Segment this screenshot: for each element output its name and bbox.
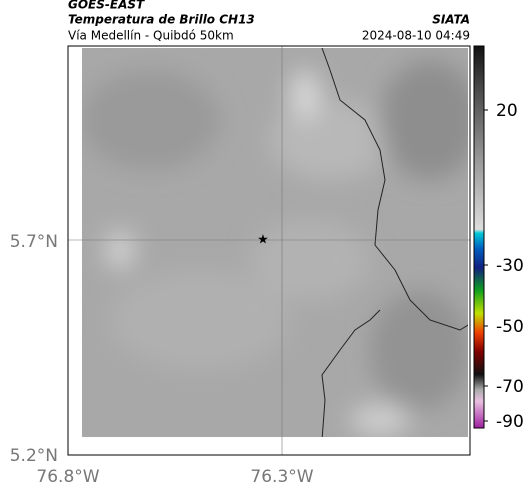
colorbar-tick-label: -70: [496, 377, 524, 397]
colorbar-tick-label: -90: [496, 412, 524, 432]
lon-label: 76.3°W: [250, 467, 313, 487]
source: SIATA: [432, 13, 470, 27]
colorbar-tick-label: -30: [496, 256, 524, 276]
colorbar: [473, 45, 485, 429]
subtitle: Temperatura de Brillo CH13: [68, 13, 255, 27]
location: Vía Medellín - Quibdó 50km: [68, 29, 234, 43]
title: GOES-EAST: [68, 0, 145, 12]
lat-label: 5.7°N: [10, 232, 58, 252]
datetime: 2024-08-10 04:49: [362, 29, 470, 43]
lat-label: 5.2°N: [10, 446, 58, 466]
colorbar-tick-label: 20: [496, 101, 518, 121]
satellite-image: [82, 48, 468, 437]
svg-text:★: ★: [257, 233, 269, 248]
lon-label: 76.8°W: [36, 467, 99, 487]
colorbar-tick-label: -50: [496, 317, 524, 337]
